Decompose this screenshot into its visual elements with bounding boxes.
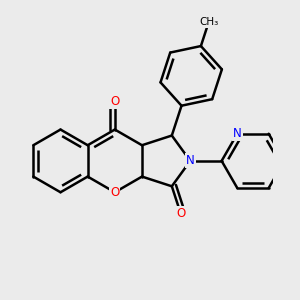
Text: O: O <box>176 207 185 220</box>
Text: O: O <box>110 186 119 199</box>
Text: CH₃: CH₃ <box>199 17 218 27</box>
Text: N: N <box>186 154 195 167</box>
Text: N: N <box>233 127 242 140</box>
Text: O: O <box>110 95 119 108</box>
